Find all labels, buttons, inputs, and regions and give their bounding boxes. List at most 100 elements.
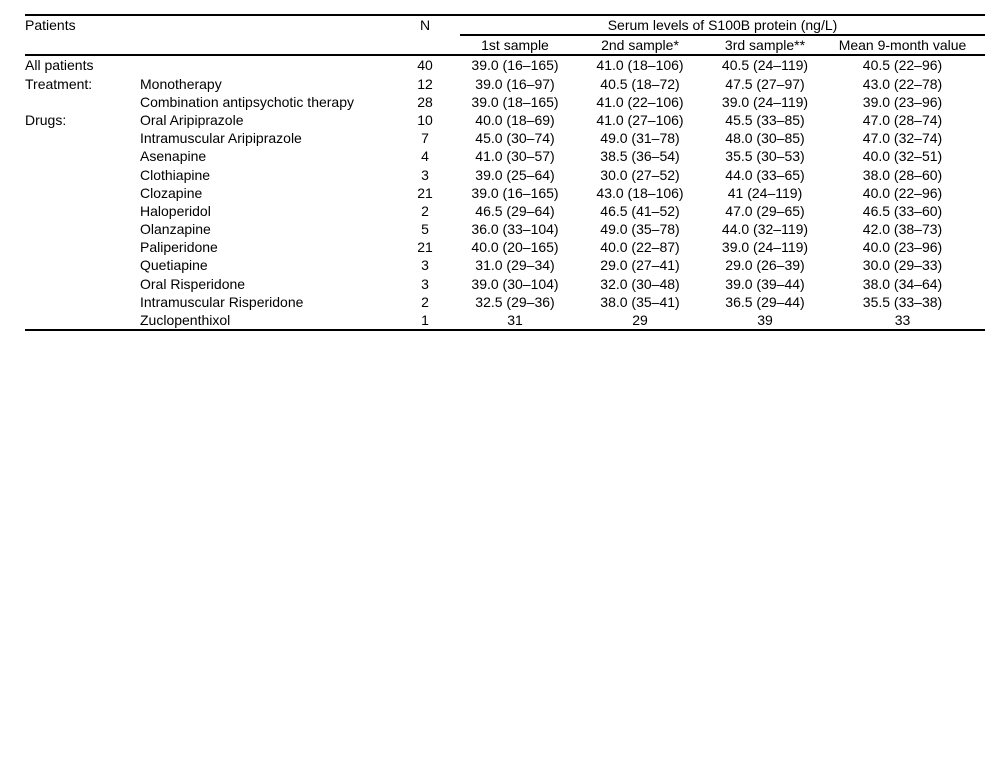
cell-sample3: 29.0 (26–39) — [725, 257, 805, 274]
cell-sample3: 47.0 (29–65) — [725, 202, 805, 219]
cell-sample2: 40.5 (18–72) — [600, 75, 680, 92]
cell-n: 2 — [421, 202, 429, 219]
table-row: Combination antipsychotic therapy 28 39.… — [25, 93, 985, 111]
cell-category-label: Oral Aripiprazole — [140, 111, 244, 128]
cell-n: 21 — [417, 184, 433, 201]
table-row: Clothiapine 3 39.0 (25–64) 30.0 (27–52) … — [25, 166, 985, 184]
cell-sample3: 39.0 (24–119) — [721, 93, 809, 110]
cell-mean: 47.0 (32–74) — [862, 130, 943, 147]
cell-sample1: 40.0 (18–69) — [475, 111, 555, 128]
cell-n: 12 — [417, 75, 433, 92]
cell-group-label — [25, 202, 140, 220]
cell-sample2: 38.0 (35–41) — [600, 293, 680, 310]
cell-category-label: Asenapine — [140, 148, 207, 165]
cell-sample1: 39.0 (16–165) — [471, 184, 559, 201]
table-row: Zuclopenthixol 1 31 29 39 33 — [25, 311, 985, 330]
cell-sample2: 38.5 (36–54) — [600, 148, 680, 165]
table-row: Olanzapine 5 36.0 (33–104) 49.0 (35–78) … — [25, 220, 985, 238]
cell-sample1: 45.0 (30–74) — [475, 130, 555, 147]
cell-sample3: 45.5 (33–85) — [725, 111, 805, 128]
cell-group-label — [25, 293, 140, 311]
cell-group-label — [25, 275, 140, 293]
cell-group-label — [25, 147, 140, 165]
cell-mean: 42.0 (38–73) — [862, 221, 943, 238]
col-header-n: N — [419, 17, 431, 33]
header-row-samples: 1st sample 2nd sample* 3rd sample** Mean… — [25, 35, 986, 57]
cell-sample2: 29 — [632, 312, 648, 328]
cell-sample2: 32.0 (30–48) — [600, 275, 680, 292]
cell-category-label: Clothiapine — [140, 166, 211, 183]
cell-sample3: 48.0 (30–85) — [725, 130, 805, 147]
cell-sample1: 31.0 (29–34) — [475, 257, 555, 274]
cell-n: 3 — [421, 257, 429, 274]
cell-group-label — [25, 238, 140, 256]
table-row: Drugs: Oral Aripiprazole 10 40.0 (18–69)… — [25, 111, 985, 129]
col-header-sample1: 1st sample — [460, 35, 570, 57]
cell-n: 2 — [421, 293, 429, 310]
cell-n: 3 — [421, 275, 429, 292]
col-header-sample3: 3rd sample** — [710, 35, 820, 57]
cell-group-label — [25, 256, 140, 274]
cell-sample2: 41.0 (22–106) — [596, 93, 684, 110]
cell-mean: 33 — [894, 312, 911, 328]
cell-sample1: 31 — [507, 312, 523, 328]
table-row: Haloperidol 2 46.5 (29–64) 46.5 (41–52) … — [25, 202, 985, 220]
cell-group-label: Drugs: — [25, 111, 67, 128]
table-row: Clozapine 21 39.0 (16–165) 43.0 (18–106)… — [25, 184, 985, 202]
cell-sample3: 39.0 (24–119) — [721, 239, 809, 256]
cell-n: 4 — [421, 148, 429, 165]
table-row: Asenapine 4 41.0 (30–57) 38.5 (36–54) 35… — [25, 147, 985, 165]
cell-sample2: 49.0 (31–78) — [600, 130, 680, 147]
cell-n: 21 — [417, 239, 433, 256]
cell-category-label: Olanzapine — [140, 221, 211, 238]
cell-category-label: Monotherapy — [140, 75, 222, 92]
cell-group-label — [25, 93, 140, 111]
cell-group-label — [25, 129, 140, 147]
cell-n: 3 — [421, 166, 429, 183]
cell-category-label: Clozapine — [140, 184, 203, 201]
cell-group-label — [25, 166, 140, 184]
cell-group-label — [25, 311, 140, 330]
cell-category-label: Paliperidone — [140, 239, 218, 256]
cell-sample2: 43.0 (18–106) — [596, 184, 684, 201]
cell-sample1: 32.5 (29–36) — [475, 293, 555, 310]
cell-sample1: 46.5 (29–64) — [475, 202, 555, 219]
cell-mean: 38.0 (28–60) — [862, 166, 943, 183]
cell-sample1: 40.0 (20–165) — [471, 239, 559, 256]
cell-category-label — [140, 55, 390, 74]
cell-group-label — [25, 220, 140, 238]
table-row: Paliperidone 21 40.0 (20–165) 40.0 (22–8… — [25, 238, 985, 256]
cell-group-label — [25, 184, 140, 202]
cell-n: 40 — [417, 57, 433, 74]
cell-group-label: Treatment: — [25, 75, 93, 92]
cell-sample1: 39.0 (18–165) — [471, 93, 559, 110]
cell-mean: 43.0 (22–78) — [862, 75, 943, 92]
cell-sample2: 46.5 (41–52) — [600, 202, 680, 219]
cell-n: 10 — [417, 111, 433, 128]
cell-sample3: 44.0 (33–65) — [725, 166, 805, 183]
table-row: Treatment: Monotherapy 12 39.0 (16–97) 4… — [25, 75, 985, 93]
cell-sample2: 41.0 (18–106) — [596, 57, 684, 74]
cell-category-label: Intramuscular Risperidone — [140, 293, 304, 310]
cell-category-label: Quetiapine — [140, 257, 208, 274]
cell-mean: 40.5 (22–96) — [862, 57, 943, 74]
cell-mean: 40.0 (23–96) — [862, 239, 943, 256]
cell-sample3: 39 — [757, 312, 773, 328]
cell-sample2: 30.0 (27–52) — [600, 166, 680, 183]
cell-n: 28 — [417, 93, 433, 110]
cell-sample3: 36.5 (29–44) — [725, 293, 805, 310]
cell-mean: 46.5 (33–60) — [862, 202, 943, 219]
table-row: Quetiapine 3 31.0 (29–34) 29.0 (27–41) 2… — [25, 256, 985, 274]
cell-mean: 35.5 (33–38) — [862, 293, 943, 310]
cell-sample1: 36.0 (33–104) — [471, 221, 559, 238]
cell-sample2: 29.0 (27–41) — [600, 257, 680, 274]
cell-n: 5 — [421, 221, 429, 238]
cell-n: 1 — [421, 312, 429, 328]
cell-sample1: 39.0 (30–104) — [471, 275, 559, 292]
col-header-mean: Mean 9-month value — [820, 35, 986, 57]
table-row: All patients 40 39.0 (16–165) 41.0 (18–1… — [25, 55, 985, 74]
col-header-sample2: 2nd sample* — [570, 35, 710, 57]
cell-sample3: 41 (24–119) — [727, 184, 803, 201]
cell-mean: 39.0 (23–96) — [862, 93, 943, 110]
